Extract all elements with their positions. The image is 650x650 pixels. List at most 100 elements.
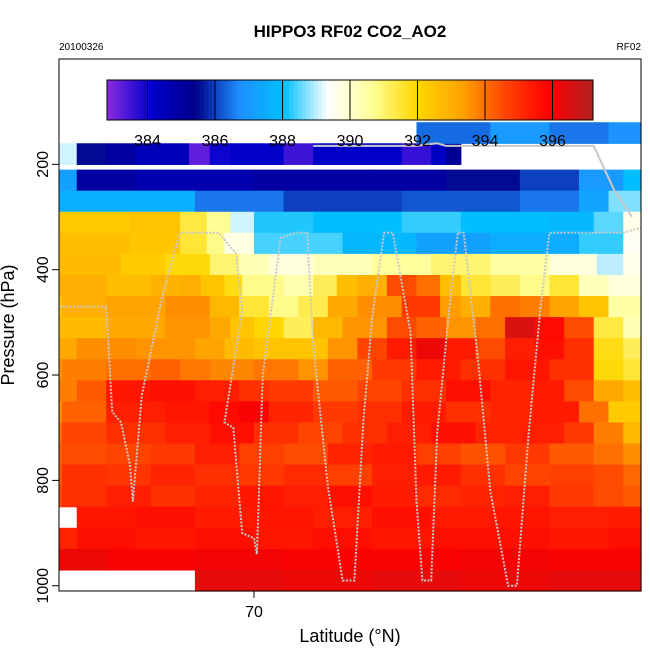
heatmap-cell [416, 317, 447, 339]
colorbar-swatch [269, 80, 274, 120]
heatmap-cell [283, 485, 329, 508]
heatmap-cell [431, 143, 447, 165]
colorbar-swatch [512, 80, 517, 120]
heatmap-cell [593, 211, 624, 234]
heatmap-cell [253, 143, 285, 165]
heatmap-cell [239, 485, 285, 508]
heatmap-cell [327, 296, 358, 318]
heatmap-cell [342, 422, 388, 445]
heatmap-cell [106, 548, 196, 571]
heatmap-cell [224, 274, 243, 297]
heatmap-cell [106, 274, 152, 297]
heatmap-cell [505, 464, 551, 487]
heatmap-cell [549, 443, 595, 466]
heatmap-cell [135, 169, 255, 192]
colorbar-swatch [135, 80, 140, 120]
colorbar-swatch [358, 80, 363, 120]
heatmap-cell [239, 401, 270, 424]
heatmap-cell [593, 359, 624, 381]
heatmap-cell [460, 359, 506, 381]
colorbar-swatch [536, 80, 541, 120]
colorbar-tick-label: 396 [539, 133, 566, 150]
heatmap-cell [608, 506, 642, 529]
heatmap-cell [490, 296, 521, 318]
heatmap-cell [416, 122, 491, 144]
heatmap-cell [446, 401, 491, 424]
heatmap-cell [180, 274, 202, 297]
heatmap-cell [534, 401, 580, 424]
colorbar-swatch [200, 80, 205, 120]
heatmap-cell [623, 359, 642, 381]
colorbar-tick-label: 384 [134, 133, 161, 150]
colorbar-swatch [503, 80, 509, 120]
heatmap-cell [106, 422, 166, 445]
heatmap-cell [549, 211, 595, 234]
axes: 200 400 600 800 1000 70 [35, 151, 263, 621]
heatmap-cell [106, 443, 152, 466]
heatmap-cell [209, 143, 231, 165]
heatmap-cell [106, 359, 152, 381]
heatmap-cell [59, 359, 63, 381]
heatmap-cell [505, 485, 551, 508]
heatmap-cell [150, 485, 196, 508]
colorbar-swatch [479, 80, 485, 120]
colorbar-swatch [418, 80, 424, 120]
heatmap-cell [59, 338, 78, 360]
heatmap-cell [283, 190, 403, 213]
heatmap-cell [401, 380, 447, 402]
colorbar-swatch [179, 80, 185, 120]
heatmap-cell [194, 380, 240, 402]
flight-track-upper-line [313, 142, 633, 218]
heatmap-cell [165, 253, 211, 276]
heatmap-cell [372, 443, 418, 466]
heatmap-cell [505, 338, 536, 360]
heatmap-cell [460, 443, 506, 466]
heatmap-cell [188, 143, 211, 165]
colorbar-swatch [532, 80, 537, 120]
heatmap-cell [372, 485, 418, 508]
colorbar-swatch [192, 80, 197, 120]
heatmap-cell [59, 527, 78, 550]
colorbar-swatch [252, 80, 258, 120]
heatmap-cell [61, 401, 107, 424]
heatmap-cell [534, 338, 565, 360]
heatmap-cell [608, 274, 642, 297]
heatmap-cell [230, 317, 255, 339]
heatmap-cell [194, 338, 226, 360]
heatmap-cell [596, 253, 624, 276]
heatmap-cell [194, 443, 240, 466]
colorbar-swatch [431, 80, 436, 120]
heatmap-cell [519, 296, 551, 318]
colorbar-swatch [507, 80, 513, 120]
colorbar-swatch [390, 80, 396, 120]
heatmap-cell [313, 401, 358, 424]
heatmap-cell [206, 211, 231, 234]
colorbar-swatch [556, 80, 562, 120]
colorbar-swatch [386, 80, 391, 120]
colorbar-swatch [540, 80, 545, 120]
heatmap-cell [239, 464, 285, 487]
colorbar-swatch [264, 80, 270, 120]
colorbar-swatch [163, 80, 169, 120]
heatmap-cell [59, 485, 63, 508]
heatmap-cell [106, 317, 166, 339]
heatmap-cell [59, 401, 63, 424]
heatmap-cell [534, 380, 565, 402]
heatmap-cell [416, 274, 441, 297]
colorbar-swatch [463, 80, 468, 120]
heatmap-cell [209, 317, 231, 339]
heatmap-cell [505, 317, 536, 339]
colorbar-tick-label: 390 [337, 133, 364, 150]
colorbar-swatch [155, 80, 161, 120]
heatmap-cell [519, 274, 551, 297]
heatmap-cell [165, 422, 211, 445]
heatmap-cell [490, 506, 551, 529]
heatmap-cell [76, 506, 137, 529]
heatmap-cell [564, 338, 595, 360]
heatmap-cell [106, 380, 152, 402]
heatmap-cell [209, 253, 240, 276]
heatmap-cell [59, 190, 196, 213]
heatmap-cell [194, 506, 255, 529]
heatmap-cell [416, 232, 491, 255]
heatmap-cell [59, 232, 131, 255]
